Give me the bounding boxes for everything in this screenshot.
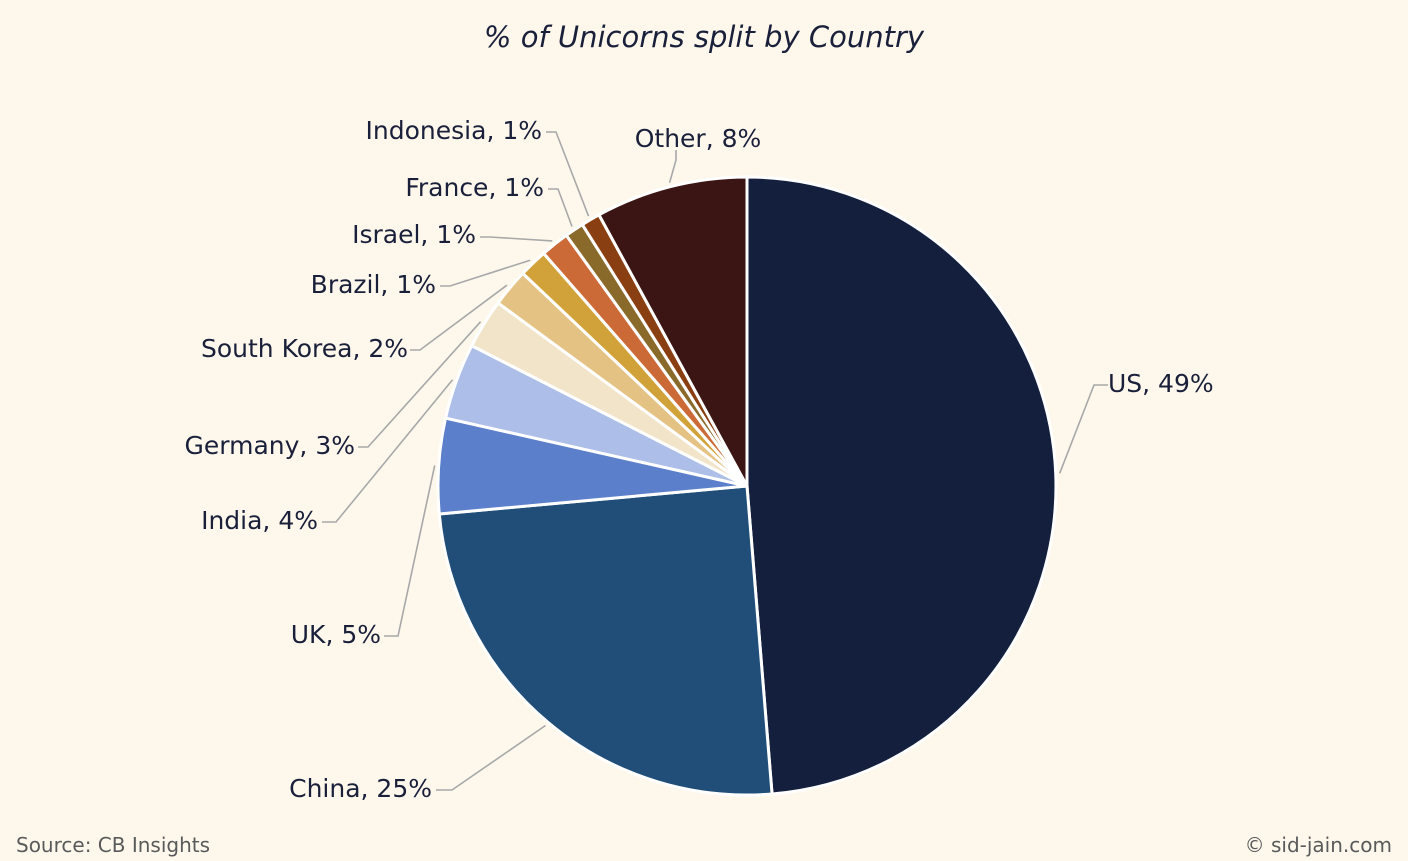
slice-label-10: Other, 8%: [635, 124, 762, 153]
leader-line-8: [548, 188, 573, 227]
slice-labels: US, 49% China, 25% UK, 5% India, 4% Germany,…: [185, 116, 1214, 803]
source-note: Source: CB Insights: [16, 833, 211, 857]
slice-label-1: China, 25%: [289, 774, 432, 803]
slice-label-3: India, 4%: [201, 506, 318, 535]
credit-note: © sid-jain.com: [1244, 833, 1392, 857]
slice-label-4: Germany, 3%: [185, 431, 355, 460]
pie-slice-10: [597, 175, 749, 488]
pie-slice-1: [437, 484, 774, 797]
leader-line-6: [440, 259, 531, 287]
leader-line-4: [358, 321, 482, 448]
leader-line-0: [1058, 384, 1108, 474]
leader-line-3: [322, 379, 454, 523]
pie-slices: [436, 175, 1058, 797]
slice-label-9: Indonesia, 1%: [366, 116, 542, 145]
pie-slice-0: [745, 175, 1058, 796]
leader-line-7: [480, 236, 553, 242]
slice-label-0: US, 49%: [1108, 369, 1214, 398]
leader-lines: [322, 131, 1108, 791]
slice-label-5: South Korea, 2%: [201, 334, 408, 363]
slice-label-7: Israel, 1%: [352, 220, 476, 249]
leader-line-5: [410, 284, 508, 351]
slice-label-8: France, 1%: [405, 173, 544, 202]
leader-line-9: [546, 131, 590, 217]
leader-line-2: [384, 465, 436, 637]
slice-label-2: UK, 5%: [291, 620, 381, 649]
chart-title: % of Unicorns split by Country: [483, 20, 925, 54]
slice-label-6: Brazil, 1%: [311, 270, 436, 299]
leader-line-1: [436, 724, 546, 791]
leader-line-10: [668, 150, 677, 183]
